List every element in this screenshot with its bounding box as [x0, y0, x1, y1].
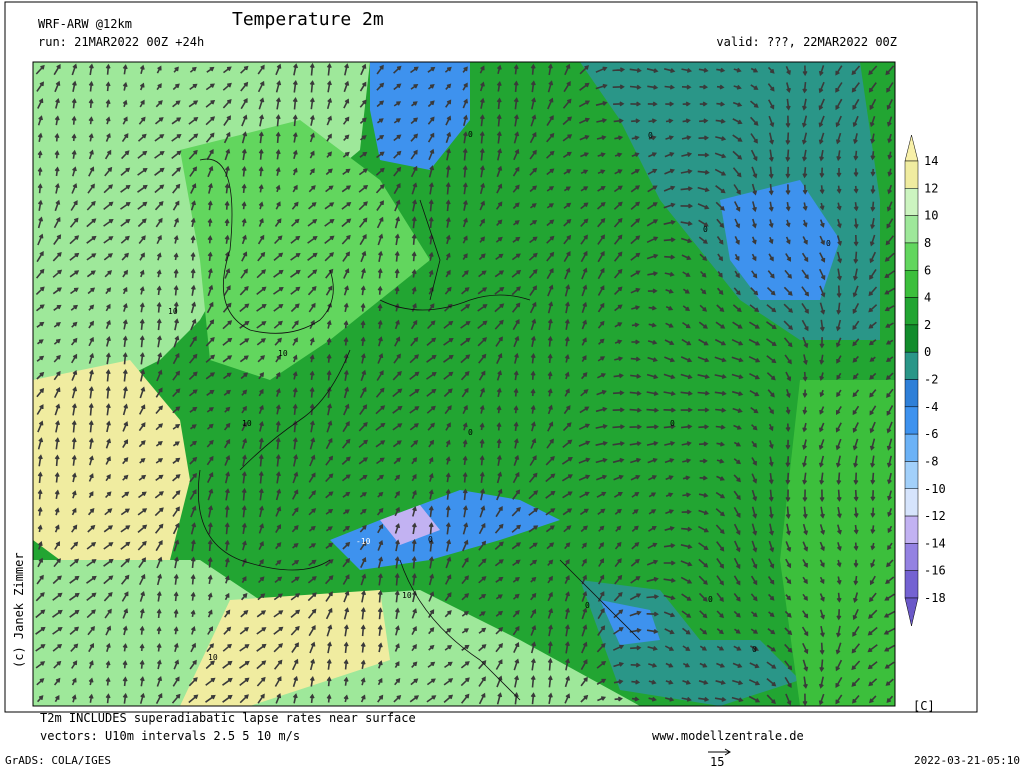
contour-label: 0 [585, 601, 590, 610]
contour-labels: 0 0 0 0 10 10 10 10 -10 0 0 0 0 10 0 0 [168, 130, 831, 662]
colorbar-label: -8 [924, 454, 938, 468]
contour-label: -10 [356, 537, 371, 546]
contour-label: 0 [468, 428, 473, 437]
website: www.modellzentrale.de [652, 729, 804, 743]
north-sea [180, 120, 430, 380]
colorbar-label: 2 [924, 318, 931, 332]
colorbar-label: 10 [924, 209, 938, 223]
colorbar-box [904, 461, 919, 489]
colorbar-box [904, 433, 919, 462]
grads-credit: GrADS: COLA/IGES [5, 754, 111, 767]
colorbar-label: -10 [924, 482, 946, 496]
north-africa [180, 590, 390, 706]
map-border [32, 61, 896, 707]
map [33, 62, 895, 706]
colorbar-label: -6 [924, 427, 938, 441]
colorbar-box [904, 215, 919, 244]
colorbar-cap [904, 597, 919, 627]
valid-time: valid: ???, 22MAR2022 00Z [716, 35, 897, 49]
colorbar-box [904, 406, 919, 435]
ref-vector-head [724, 748, 731, 756]
colorbar-label: 0 [924, 345, 931, 359]
coastlines [197, 158, 641, 701]
run-time: run: 21MAR2022 00Z +24h [38, 35, 204, 49]
contour-label: 0 [703, 225, 708, 234]
ref-vector-label: 15 [710, 755, 724, 768]
colorbar-box [904, 488, 919, 517]
note-lapse: T2m INCLUDES superadiabatic lapse rates … [40, 711, 416, 725]
colorbar-label: -12 [924, 509, 946, 523]
colorbar-box [904, 324, 919, 353]
colorbar-label: -16 [924, 564, 946, 578]
colorbar-box [904, 570, 919, 599]
iberia-warm [33, 360, 190, 560]
contour-label: 10 [208, 653, 218, 662]
colorbar: 14 12 10 8 6 4 2 0 -2 -4 -6 -8 -10 -12 -14 -16 -18 [904, 134, 946, 627]
colorbar-box [904, 297, 919, 326]
colorbar-label: 6 [924, 263, 931, 277]
title: Temperature 2m [232, 9, 384, 30]
contour-label: 10 [278, 349, 288, 358]
note-vectors: vectors: U10m intervals 2.5 5 10 m/s [40, 729, 300, 743]
colorbar-box [904, 270, 919, 298]
contour-label: 0 [826, 239, 831, 248]
colorbar-box [904, 242, 919, 271]
contour-label: 0 [670, 419, 675, 428]
colorbar-box [904, 515, 919, 544]
unit: [C] [913, 699, 935, 713]
russia-cold [720, 180, 840, 300]
colorbar-label: 12 [924, 181, 938, 195]
colorbar-label: -4 [924, 400, 938, 414]
colorbar-box [904, 160, 919, 189]
colorbar-label: 8 [924, 236, 931, 250]
colorbar-label: -18 [924, 591, 946, 605]
wind-vectors [35, 62, 895, 706]
contour-label: 10 [242, 419, 252, 428]
colorbar-box [904, 351, 919, 380]
timestamp: 2022-03-21-05:10 [914, 754, 1020, 767]
contour-label: 0 [708, 595, 713, 604]
contour-label: 0 [648, 131, 653, 140]
colorbar-label: 14 [924, 154, 938, 168]
colorbar-label: 4 [924, 291, 931, 305]
colorbar-box [904, 188, 919, 216]
copyright: (c) Janek Zimmer [12, 552, 26, 668]
colorbar-box [904, 379, 919, 408]
colorbar-box [904, 543, 919, 571]
contour-label: 0 [428, 535, 433, 544]
colorbar-label: -2 [924, 373, 938, 387]
contour-label: 10 [402, 591, 412, 600]
contour-label: 10 [168, 307, 178, 316]
colorbar-label: -14 [924, 536, 946, 550]
model-name: WRF-ARW @12km [38, 17, 132, 31]
contour-label: 0 [468, 130, 473, 139]
contour-label: 0 [752, 645, 757, 654]
